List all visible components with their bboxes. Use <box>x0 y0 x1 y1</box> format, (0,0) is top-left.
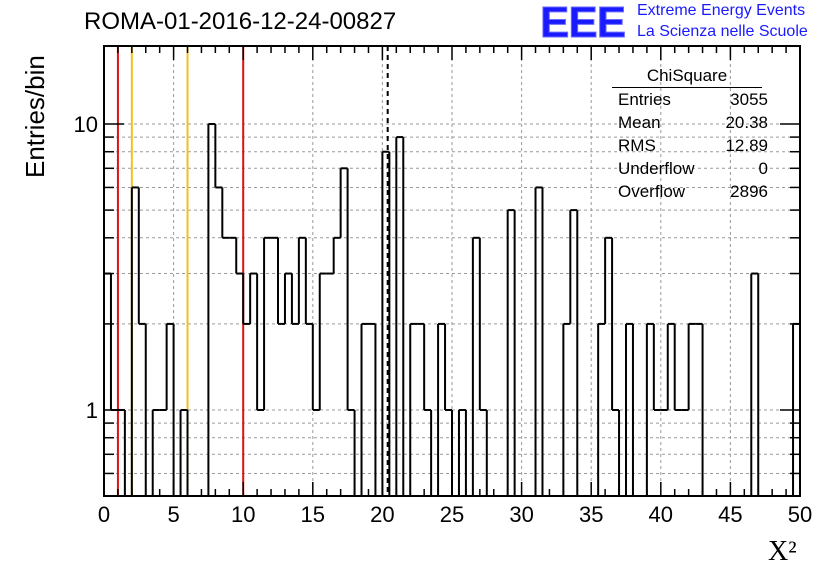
stats-value: 12.89 <box>725 136 768 155</box>
logo-text-line1: Extreme Energy Events <box>637 2 806 19</box>
y-tick-label: 1 <box>86 398 98 423</box>
y-axis-label: Entries/bin <box>20 55 50 178</box>
stats-value: 2896 <box>730 182 768 201</box>
stats-row-underflow: Underflow 0 <box>612 157 780 180</box>
x-tick-label: 45 <box>718 502 742 527</box>
x-tick-label: 20 <box>370 502 394 527</box>
x-tick-label: 10 <box>231 502 255 527</box>
x-tick-label: 50 <box>788 502 812 527</box>
x-tick-label: 5 <box>167 502 179 527</box>
stats-row-overflow: Overflow 2896 <box>612 180 780 203</box>
stats-label: RMS <box>618 136 656 155</box>
x-axis-label: X² <box>768 536 797 567</box>
stats-row-mean: Mean 20.38 <box>612 111 780 134</box>
y-tick-label: 10 <box>74 112 98 137</box>
eee-logo-mark: EEE <box>539 0 626 47</box>
stats-title: ChiSquare <box>612 66 762 88</box>
stats-value: 0 <box>758 159 768 178</box>
x-tick-label: 0 <box>98 502 110 527</box>
stats-label: Overflow <box>618 182 686 201</box>
x-tick-label: 15 <box>301 502 325 527</box>
stats-label: Underflow <box>618 159 695 178</box>
stats-label: Entries <box>618 90 671 109</box>
x-tick-label: 40 <box>649 502 673 527</box>
stats-row-rms: RMS 12.89 <box>612 134 780 157</box>
chart-title: ROMA-01-2016-12-24-00827 <box>84 8 397 35</box>
stats-label: Mean <box>618 113 661 132</box>
stats-box: ChiSquare Entries 3055 Mean 20.38 RMS 12… <box>612 66 780 203</box>
logo-text-line2: La Scienza nelle Scuole <box>637 23 808 40</box>
x-tick-label: 25 <box>440 502 464 527</box>
x-tick-label: 35 <box>579 502 603 527</box>
stats-row-entries: Entries 3055 <box>612 88 780 111</box>
stats-value: 3055 <box>730 90 768 109</box>
stats-value: 20.38 <box>725 113 768 132</box>
x-tick-label: 30 <box>509 502 533 527</box>
